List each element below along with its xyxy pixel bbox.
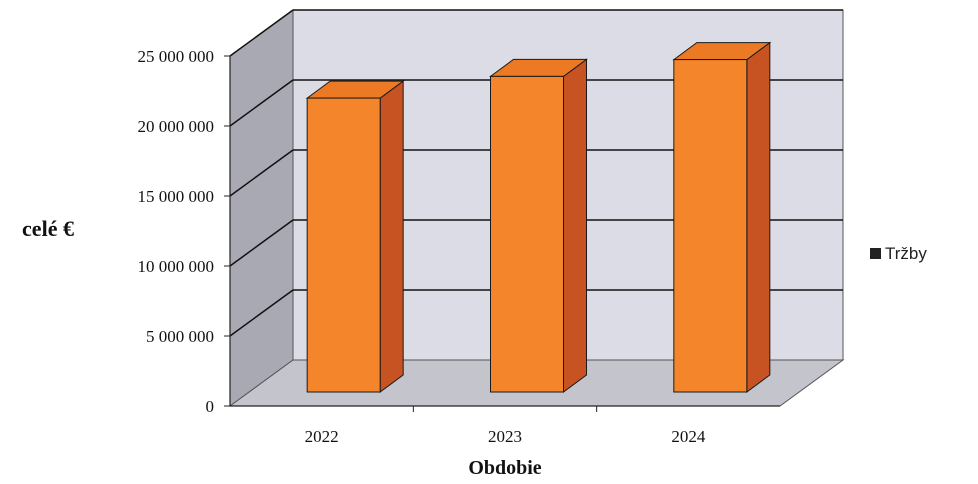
x-tick-label: 2023	[488, 427, 522, 446]
gridline-side	[229, 289, 294, 337]
y-tick-label: 25 000 000	[138, 47, 215, 66]
bar-side	[379, 80, 404, 393]
bar	[672, 41, 772, 393]
x-tick-label: 2022	[305, 427, 339, 446]
bar-front	[490, 75, 564, 393]
legend: Tržby	[870, 244, 927, 263]
y-tick-label: 0	[206, 397, 215, 416]
tick-labels: 0 5 000 000 10 000 000 15 000 000 20 000 000…	[138, 47, 706, 446]
y-tick-label: 5 000 000	[146, 327, 214, 346]
gridline-side	[229, 149, 294, 197]
side-wall	[229, 9, 294, 407]
y-tick-label: 20 000 000	[138, 117, 215, 136]
x-tick-label: 2024	[671, 427, 706, 446]
y-axis-title: celé €	[22, 216, 74, 241]
legend-swatch	[870, 248, 881, 259]
bar	[305, 80, 405, 393]
bar-front	[306, 97, 381, 393]
bar-side	[563, 58, 587, 393]
x-axis-title: Obdobie	[468, 457, 541, 479]
axes	[224, 55, 780, 412]
gridline-side	[229, 79, 294, 127]
bars	[305, 41, 772, 393]
gridline-side	[229, 219, 294, 267]
gridline-side	[229, 9, 294, 57]
bar-front	[673, 59, 748, 393]
y-tick-label: 10 000 000	[138, 257, 215, 276]
bar-side	[746, 41, 771, 393]
y-tick-label: 15 000 000	[138, 187, 215, 206]
bar	[488, 58, 589, 393]
legend-label: Tržby	[885, 244, 927, 263]
